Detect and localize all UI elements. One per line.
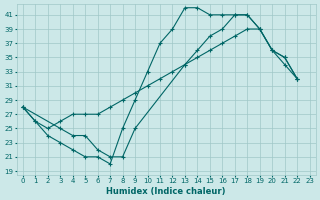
X-axis label: Humidex (Indice chaleur): Humidex (Indice chaleur)	[107, 187, 226, 196]
